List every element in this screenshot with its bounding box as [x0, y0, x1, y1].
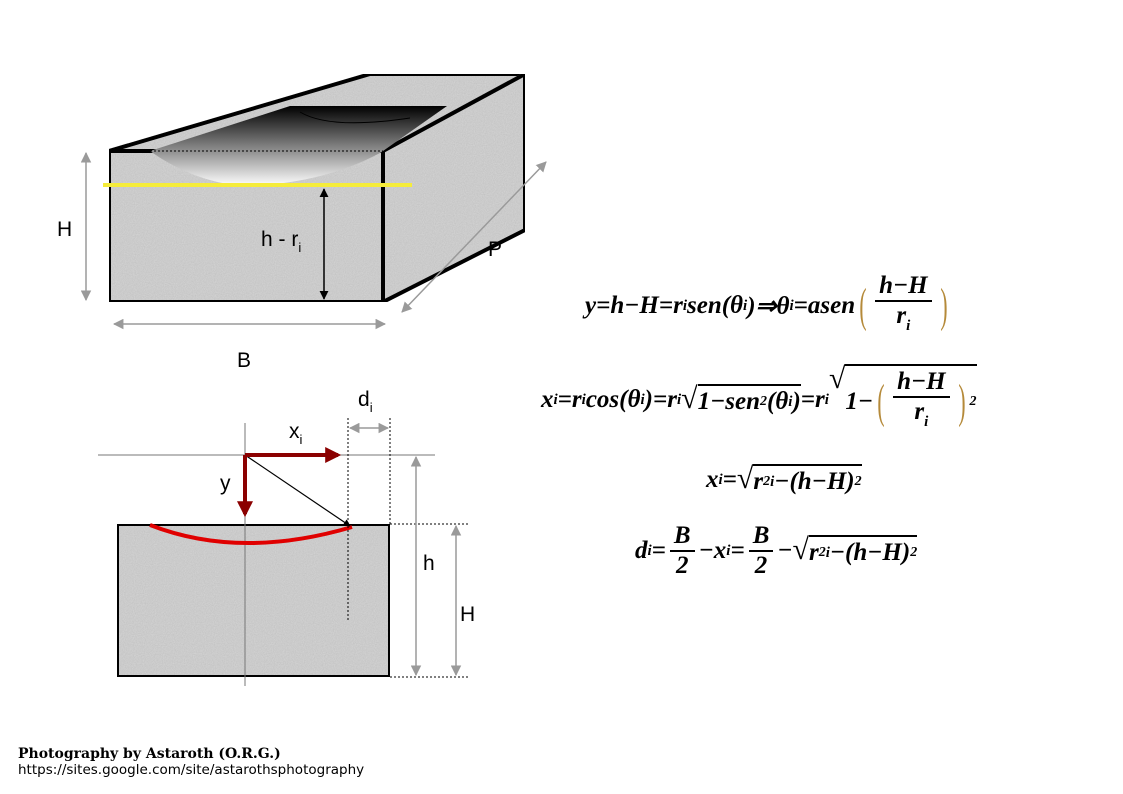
subscript: i [718, 471, 723, 488]
right-paren: ) [957, 375, 966, 428]
subscript: i [640, 391, 645, 408]
right-paren: ) [939, 279, 948, 332]
photo-credit: Photography by Astaroth (O.R.G.) [18, 746, 281, 762]
subscript: i [581, 391, 586, 408]
left-paren: ( [877, 375, 885, 428]
equation-text: r [753, 468, 764, 495]
label-H-bottom: H [460, 603, 475, 626]
excavated-channel [150, 106, 447, 186]
fraction-numerator: h−H [875, 272, 932, 302]
equation-text: − [777, 537, 793, 564]
cross-section-figure: xi y di h H [98, 388, 475, 686]
equation-text: y=h−H=r [585, 292, 683, 319]
radical-sign: √ [681, 382, 698, 415]
equation-text: )=r [644, 386, 677, 413]
label-B: B [237, 349, 251, 372]
equation-text: −x [698, 537, 727, 564]
label-H: H [57, 218, 72, 241]
label-d: di [358, 388, 373, 415]
label-P: P [488, 238, 502, 261]
subscript: i [553, 391, 558, 408]
length-P-arrow [401, 161, 547, 313]
equation-text: (θ [766, 388, 789, 415]
left-paren: ( [859, 279, 867, 332]
square-root: √ r 2 i −(h−H) 2 [793, 535, 918, 567]
equation-x-cos: x i =r i cos(θ i)=r i √ 1−sen 2 (θ i) =r i √ 1−(h−H ri) 2 [541, 364, 977, 436]
section-rect [115, 522, 392, 679]
label-y: y [220, 472, 231, 495]
equation-d: d i = B 2 −x i = B 2− √ r 2 i −(h−H) 2 [635, 522, 918, 580]
fraction: h−H ri [875, 272, 932, 340]
superscript: 2 [910, 545, 918, 560]
credit-url: https://sites.google.com/site/astarothsp… [18, 762, 365, 778]
equation-text: =r [557, 386, 582, 413]
radicand: r 2 i −(h−H) 2 [809, 535, 918, 567]
label-h: h [423, 552, 435, 575]
equation-text: 1−sen [697, 388, 760, 415]
channel-inner-curve [299, 111, 411, 124]
subscript: i [682, 297, 687, 314]
subscript: i [789, 297, 794, 314]
fraction-numerator: h−H [893, 368, 950, 398]
fraction-denominator: ri [914, 398, 929, 430]
equation-text: )⇒θ [747, 293, 790, 320]
subscript: i [788, 393, 793, 410]
radical-sign: √ [792, 533, 809, 566]
superscript: 2 [854, 474, 862, 489]
equation-text: −(h−H) [774, 468, 855, 495]
subscript: i [825, 544, 830, 561]
equation-text: d [635, 537, 648, 564]
subscript: i [824, 391, 829, 408]
radicand: 1−(h−H ri) 2 [845, 364, 977, 436]
equation-text: 1− [845, 388, 874, 415]
subscript: i [924, 414, 929, 430]
water-surface-curve [149, 523, 353, 545]
equation-text: = [730, 537, 745, 564]
equation-text: sen(θ [687, 292, 744, 319]
subscript: i [726, 542, 731, 559]
equation-text: =r [800, 386, 825, 413]
subscript: i [676, 391, 682, 408]
superscript: 2 [763, 474, 771, 489]
square-root: √ 1−(h−H ri) 2 [829, 364, 977, 436]
equation-text: = [651, 537, 666, 564]
radicand: r 2 i −(h−H) 2 [753, 464, 862, 496]
superscript: 2 [969, 394, 977, 409]
equation-theta: y=h−H=r i sen(θ i)⇒θ i =asen(h−H ri) [585, 272, 952, 340]
square-root: √ 1−sen 2 (θ i) [681, 384, 801, 416]
equation-x-sqrt: x i = √ r 2 i −(h−H) 2 [706, 464, 862, 496]
equation-text: x [541, 386, 554, 413]
subscript: i [647, 542, 652, 559]
subscript: i [770, 473, 775, 490]
equation-text: = [722, 466, 737, 493]
equation-text: cos(θ [585, 386, 641, 413]
fraction: h−H ri [893, 368, 950, 436]
equation-text: =asen [793, 292, 856, 319]
radius-line [244, 454, 351, 527]
superscript: 2 [818, 545, 826, 560]
label-x: xi [289, 420, 303, 447]
subscript: i [906, 318, 911, 334]
radical-sign: √ [736, 462, 754, 495]
superscript: 2 [759, 394, 767, 409]
channel-3d-figure: H B P h - ri [57, 70, 547, 372]
radical-sign: √ [828, 362, 846, 395]
fraction-denominator: 2 [676, 552, 689, 579]
square-root: √ r 2 i −(h−H) 2 [737, 464, 862, 496]
equation-text: ) [792, 388, 801, 415]
fraction-numerator: B [669, 522, 695, 552]
fraction-numerator: B [748, 522, 774, 552]
equation-text: −(h−H) [829, 539, 911, 566]
equation-text: r [809, 539, 819, 566]
equation-text: x [706, 466, 719, 493]
fraction-denominator: 2 [754, 552, 768, 579]
subscript: i [743, 297, 748, 314]
footer: Photography by Astaroth (O.R.G.) https:/… [18, 746, 364, 778]
label-h-minus-r: h - ri [261, 228, 301, 255]
radicand: 1−sen 2 (θ i) [697, 384, 801, 416]
fraction-denominator: ri [896, 302, 911, 334]
